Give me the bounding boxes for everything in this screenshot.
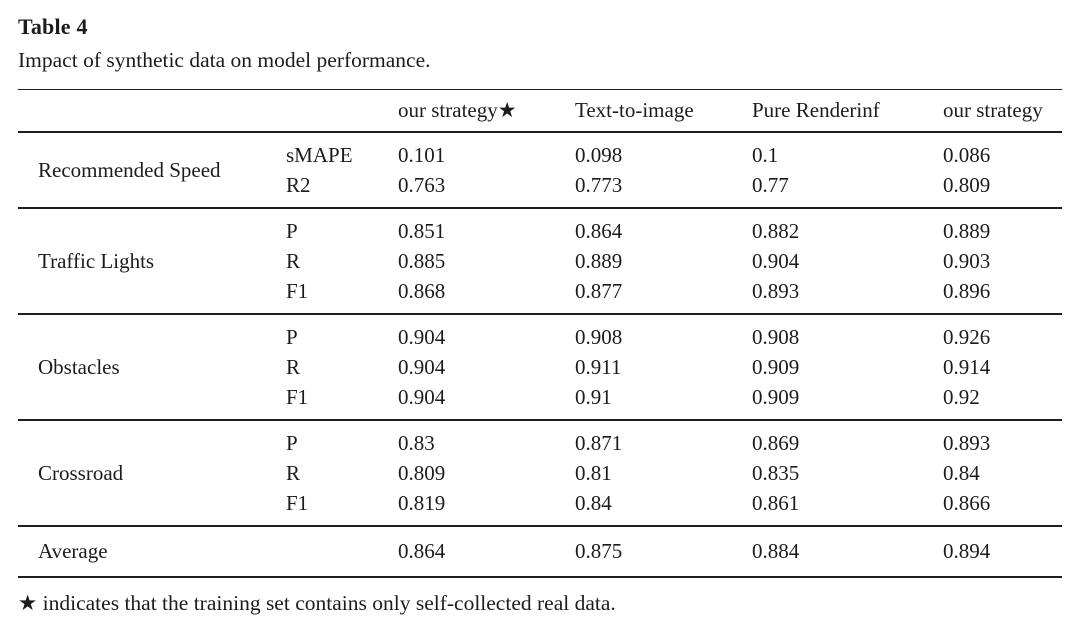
value-cell: 0.819 [398, 491, 446, 515]
group-rows: sMAPE 0.101 0.098 0.1 0.086 R2 0.763 0.7… [283, 140, 1062, 200]
value-cell: 0.875 [575, 539, 623, 563]
value-cell: 0.871 [575, 431, 623, 455]
table-row: R 0.885 0.889 0.904 0.903 [283, 246, 1062, 276]
value-cell: 0.84 [943, 461, 980, 485]
metric-name: F1 [286, 279, 309, 303]
value-cell: 0.908 [752, 325, 800, 349]
column-header-text-to-image: Text-to-image [575, 98, 694, 122]
table-group-crossroad: Crossroad P 0.83 0.871 0.869 0.893 R 0.8… [18, 421, 1062, 527]
metric-name: F1 [286, 385, 309, 409]
value-cell: 0.763 [398, 173, 446, 197]
value-cell: 0.904 [398, 385, 446, 409]
value-cell: 0.904 [398, 325, 446, 349]
value-cell: 0.909 [752, 385, 800, 409]
results-table: our strategy★ Text-to-image Pure Renderi… [18, 89, 1062, 578]
value-cell: 0.909 [752, 355, 800, 379]
value-cell: 0.809 [943, 173, 991, 197]
value-cell: 0.83 [398, 431, 435, 455]
value-cell: 0.864 [575, 219, 623, 243]
value-cell: 0.894 [943, 539, 991, 563]
table-row: P 0.83 0.871 0.869 0.893 [283, 428, 1062, 458]
table-row: sMAPE 0.101 0.098 0.1 0.086 [283, 140, 1062, 170]
value-cell: 0.864 [398, 539, 446, 563]
column-header-empty-2 [283, 97, 395, 123]
column-header-our-strategy-star: our strategy★ [398, 98, 517, 122]
value-cell: 0.882 [752, 219, 800, 243]
table-title: Table 4 [18, 14, 88, 39]
value-cell: 0.84 [575, 491, 612, 515]
table-group-recommended-speed: Recommended Speed sMAPE 0.101 0.098 0.1 … [18, 133, 1062, 209]
table-group-obstacles: Obstacles P 0.904 0.908 0.908 0.926 R 0.… [18, 315, 1062, 421]
metric-name: R [286, 249, 301, 273]
group-rows: P 0.904 0.908 0.908 0.926 R 0.904 0.911 … [283, 322, 1062, 412]
row-group-label: Crossroad [38, 460, 124, 485]
value-cell: 0.809 [398, 461, 446, 485]
column-header-our-strategy: our strategy [943, 98, 1043, 122]
metric-name: R [286, 461, 301, 485]
value-cell: 0.77 [752, 173, 789, 197]
table-row: R 0.904 0.911 0.909 0.914 [283, 352, 1062, 382]
value-cell: 0.893 [943, 431, 991, 455]
value-cell: 0.861 [752, 491, 800, 515]
table-footnote: ★ indicates that the training set contai… [18, 591, 616, 615]
value-cell: 0.889 [943, 219, 991, 243]
value-cell: 0.868 [398, 279, 446, 303]
column-header-pure-renderinf: Pure Renderinf [752, 98, 880, 122]
value-cell: 0.835 [752, 461, 800, 485]
value-cell: 0.889 [575, 249, 623, 273]
value-cell: 0.908 [575, 325, 623, 349]
value-cell: 0.903 [943, 249, 991, 273]
group-rows: P 0.851 0.864 0.882 0.889 R 0.885 0.889 … [283, 216, 1062, 306]
table-row: R2 0.763 0.773 0.77 0.809 [283, 170, 1062, 200]
table-caption: Impact of synthetic data on model perfor… [18, 48, 431, 72]
value-cell: 0.086 [943, 143, 991, 167]
value-cell: 0.911 [575, 355, 622, 379]
metric-name: R2 [286, 173, 311, 197]
value-cell: 0.91 [575, 385, 612, 409]
value-cell: 0.885 [398, 249, 446, 273]
table-group-traffic-lights: Traffic Lights P 0.851 0.864 0.882 0.889… [18, 209, 1062, 315]
table-row: P 0.851 0.864 0.882 0.889 [283, 216, 1062, 246]
value-cell: 0.851 [398, 219, 446, 243]
value-cell: 0.904 [752, 249, 800, 273]
value-cell: 0.92 [943, 385, 980, 409]
row-group-label: Recommended Speed [38, 157, 221, 182]
metric-name: sMAPE [286, 143, 353, 167]
metric-name: P [286, 431, 298, 455]
table-row: F1 0.868 0.877 0.893 0.896 [283, 276, 1062, 306]
metric-name-empty [283, 536, 395, 566]
value-cell: 0.877 [575, 279, 623, 303]
value-cell: 0.101 [398, 143, 446, 167]
row-group-label: Average [38, 539, 108, 563]
table-row-average: Average 0.864 0.875 0.884 0.894 [18, 527, 1062, 578]
table-row: P 0.904 0.908 0.908 0.926 [283, 322, 1062, 352]
value-cell: 0.904 [398, 355, 446, 379]
table-row: F1 0.819 0.84 0.861 0.866 [283, 488, 1062, 518]
paper-table-page: Table 4 Impact of synthetic data on mode… [18, 14, 1062, 615]
table-row: R 0.809 0.81 0.835 0.84 [283, 458, 1062, 488]
table-header-row: our strategy★ Text-to-image Pure Renderi… [18, 90, 1062, 133]
metric-name: F1 [286, 491, 309, 515]
row-group-label: Traffic Lights [38, 248, 155, 273]
value-cell: 0.81 [575, 461, 612, 485]
metric-name: R [286, 355, 301, 379]
value-cell: 0.1 [752, 143, 779, 167]
value-cell: 0.926 [943, 325, 991, 349]
value-cell: 0.098 [575, 143, 623, 167]
value-cell: 0.773 [575, 173, 623, 197]
value-cell: 0.896 [943, 279, 991, 303]
value-cell: 0.914 [943, 355, 991, 379]
column-header-empty-1 [18, 97, 283, 123]
value-cell: 0.869 [752, 431, 800, 455]
row-group-label: Obstacles [38, 354, 120, 379]
value-cell: 0.893 [752, 279, 800, 303]
table-row: F1 0.904 0.91 0.909 0.92 [283, 382, 1062, 412]
metric-name: P [286, 325, 298, 349]
metric-name: P [286, 219, 298, 243]
value-cell: 0.866 [943, 491, 991, 515]
value-cell: 0.884 [752, 539, 800, 563]
group-rows: P 0.83 0.871 0.869 0.893 R 0.809 0.81 0.… [283, 428, 1062, 518]
